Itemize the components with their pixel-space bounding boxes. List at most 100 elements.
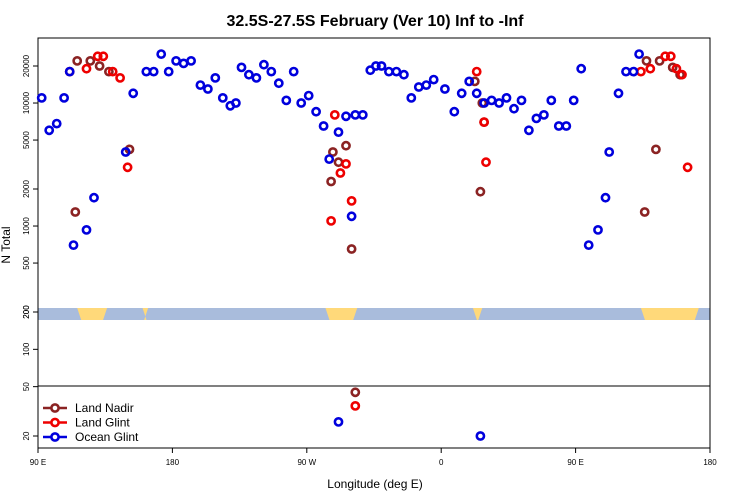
data-point: [148, 66, 159, 77]
y-tick-label: 1000: [22, 217, 31, 235]
data-point: [531, 113, 542, 124]
land-band-segment: [77, 308, 108, 320]
data-point: [539, 110, 549, 120]
data-point: [479, 98, 489, 108]
legend-marker: [50, 432, 60, 442]
data-points: [36, 49, 693, 441]
y-tick-label: 10000: [22, 91, 31, 114]
y-tick-label: 20000: [22, 54, 31, 77]
data-point: [671, 63, 682, 74]
y-axis-label: N Total: [0, 226, 13, 263]
data-point: [81, 224, 92, 235]
data-point: [357, 110, 368, 120]
data-point: [428, 74, 439, 85]
data-point: [641, 56, 652, 66]
data-point: [92, 51, 103, 62]
data-point: [281, 95, 292, 106]
data-point: [195, 80, 206, 90]
data-point: [346, 244, 357, 254]
data-point: [469, 76, 480, 87]
x-tick-label: 180: [166, 458, 180, 467]
data-point: [72, 56, 83, 66]
data-point: [341, 111, 351, 122]
data-point: [243, 69, 254, 80]
data-point: [350, 387, 361, 398]
data-point: [481, 157, 491, 168]
data-point: [120, 147, 131, 157]
data-point: [333, 157, 344, 168]
x-axis: 90 E 180 90 W 0 90 E 180: [30, 448, 717, 467]
data-point: [335, 168, 346, 178]
data-point: [553, 121, 564, 131]
data-point: [346, 195, 357, 206]
x-axis-label: Longitude (deg E): [327, 477, 422, 491]
data-point: [464, 76, 475, 87]
data-point: [524, 125, 534, 136]
x-tick-label: 90 W: [297, 458, 316, 467]
data-point: [456, 88, 467, 99]
data-point: [236, 62, 247, 73]
data-point: [568, 95, 579, 106]
data-point: [288, 66, 299, 77]
land-band-segment: [640, 308, 699, 320]
data-point: [628, 66, 639, 77]
x-tick-label: 180: [703, 458, 717, 467]
data-point: [350, 400, 361, 411]
data-point: [677, 69, 687, 80]
plot-frame: [37, 37, 711, 449]
data-point: [651, 144, 661, 155]
data-point: [36, 93, 47, 103]
y-tick-label: 200: [22, 305, 31, 319]
series-ocean-glint: [36, 49, 644, 441]
data-point: [383, 66, 394, 77]
data-point: [341, 140, 351, 151]
data-point: [318, 121, 329, 131]
data-point: [128, 88, 139, 99]
data-point: [475, 431, 486, 441]
data-point: [439, 84, 450, 94]
data-point: [391, 66, 402, 77]
data-point: [98, 51, 109, 62]
data-point: [44, 125, 55, 136]
land-band-segment: [142, 308, 149, 320]
data-point: [561, 121, 572, 131]
data-point: [327, 147, 338, 157]
data-point: [546, 95, 557, 106]
data-point: [156, 49, 167, 59]
legend-item: Land Nadir: [43, 401, 134, 415]
data-point: [406, 93, 417, 103]
data-point: [479, 117, 489, 127]
data-point: [51, 118, 62, 129]
data-point: [59, 93, 69, 103]
data-point: [178, 58, 189, 69]
data-point: [665, 51, 676, 62]
y-tick-label: 50: [22, 382, 31, 391]
land-band: [38, 308, 710, 320]
data-point: [85, 56, 96, 66]
data-point: [70, 207, 81, 217]
data-point: [604, 147, 615, 157]
data-point: [296, 98, 307, 108]
series-land-glint: [64, 51, 693, 411]
legend-item: Land Glint: [43, 416, 130, 430]
data-point: [639, 207, 650, 217]
data-point: [471, 88, 482, 99]
data-point: [333, 416, 344, 427]
data-point: [621, 66, 631, 77]
land-band-segment: [472, 308, 483, 320]
legend-item: Ocean Glint: [43, 430, 139, 444]
data-point: [634, 49, 644, 59]
data-point: [516, 95, 527, 106]
land-band-segment: [325, 308, 358, 320]
y-tick-label: 200: [22, 305, 31, 319]
y-tick-label: 2000: [22, 180, 31, 198]
data-point: [494, 98, 504, 108]
data-point: [370, 61, 381, 71]
series-land-nadir: [70, 56, 685, 398]
data-point: [326, 176, 336, 187]
data-point: [122, 162, 133, 173]
data-point: [376, 61, 387, 71]
data-point: [660, 51, 671, 62]
